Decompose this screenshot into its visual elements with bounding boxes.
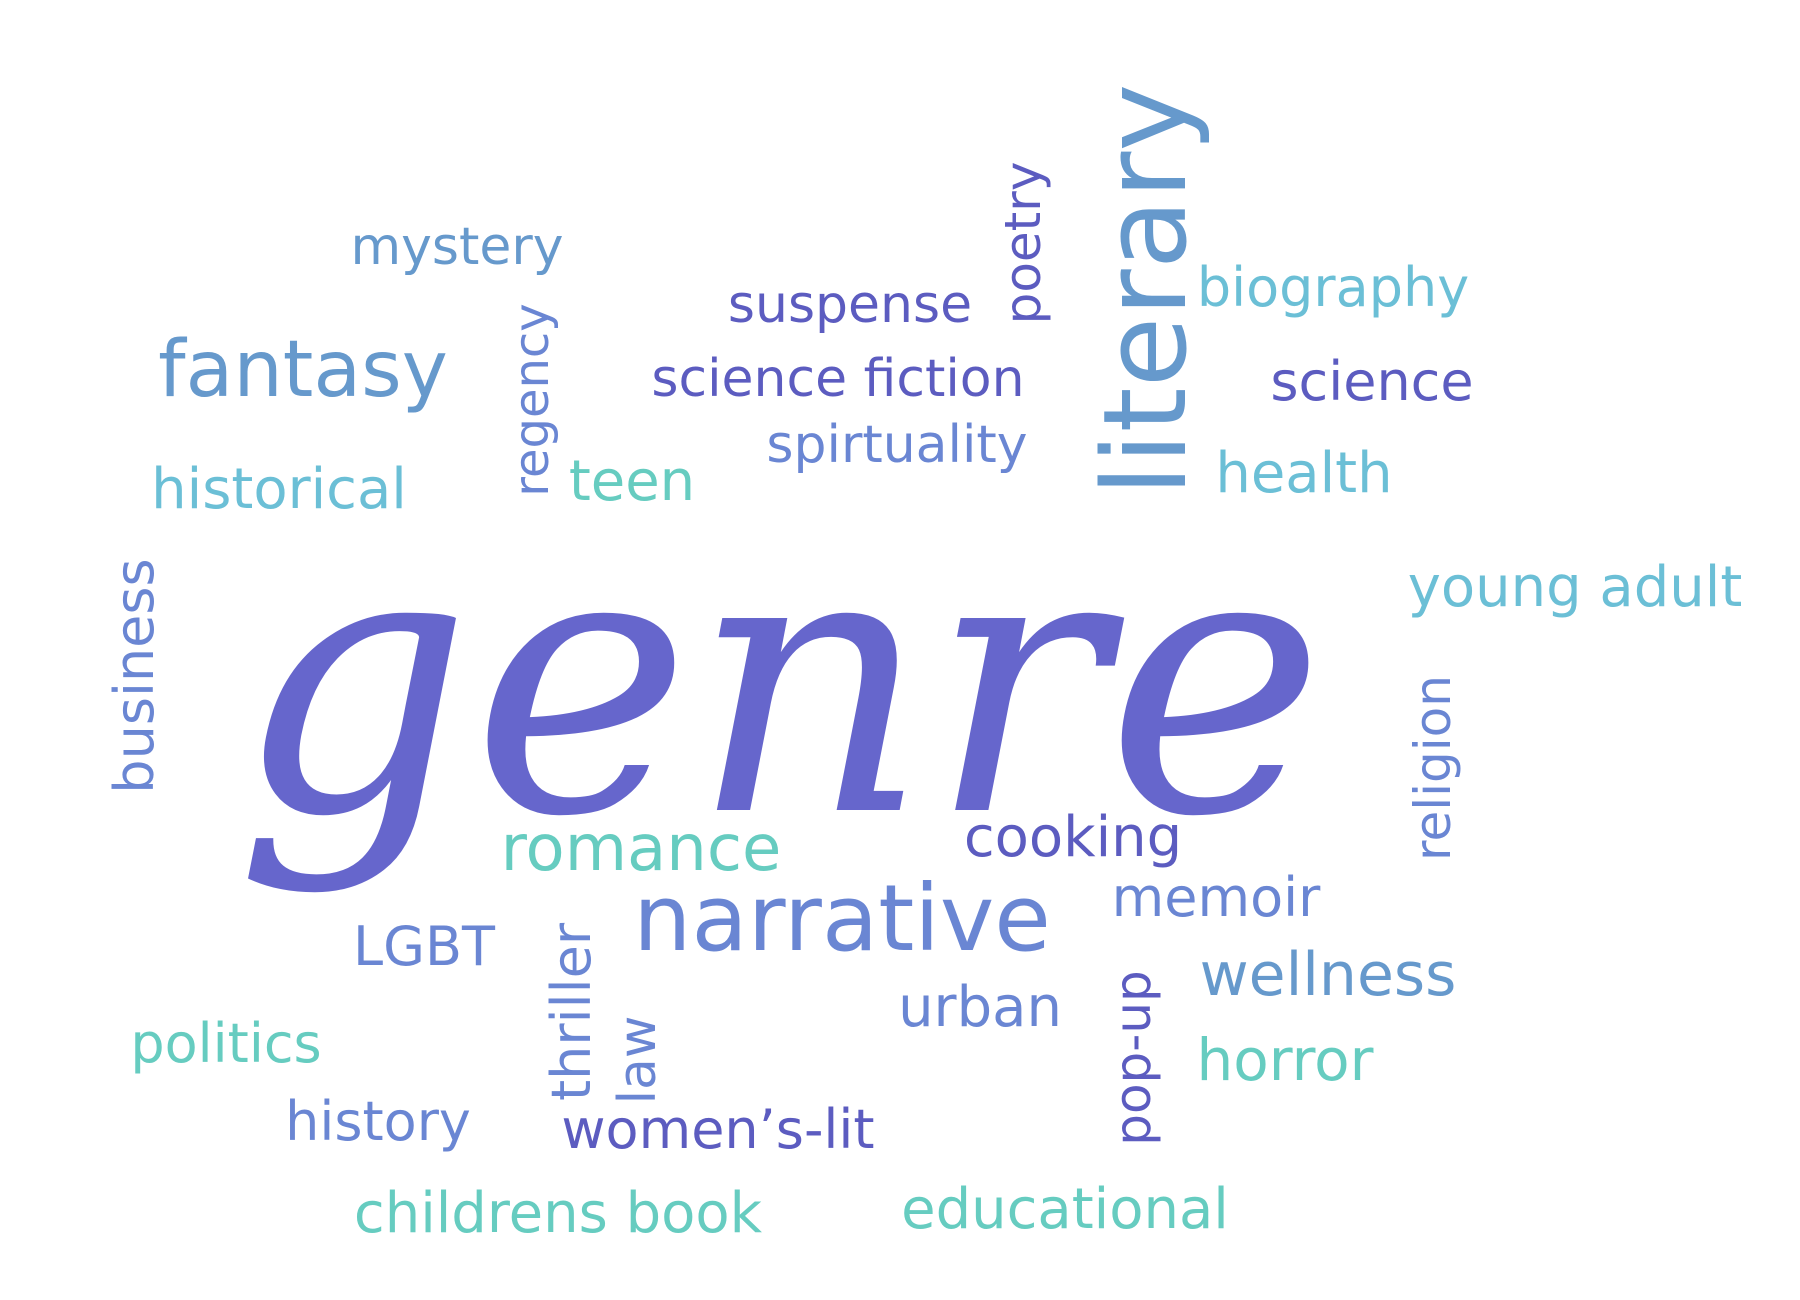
word-pop-up: pop-up	[1104, 970, 1162, 1146]
word-memoir: memoir	[1112, 866, 1321, 929]
word-childrens-book: childrens book	[354, 1181, 763, 1246]
word-thriller: thriller	[540, 922, 603, 1101]
word-suspense: suspense	[728, 275, 972, 335]
word-young-adult: young adult	[1408, 555, 1743, 620]
word-history: history	[285, 1090, 471, 1153]
word-law: law	[608, 1016, 668, 1105]
word-horror: horror	[1197, 1026, 1374, 1094]
word-science-fiction: science fiction	[651, 349, 1024, 409]
word-biography: biography	[1197, 256, 1469, 319]
word-health: health	[1215, 441, 1392, 506]
word-fantasy: fantasy	[158, 325, 448, 415]
word-cooking: cooking	[964, 805, 1182, 870]
word-mystery: mystery	[350, 217, 563, 277]
word-teen: teen	[569, 449, 695, 514]
word-spirtuality: spirtuality	[766, 415, 1027, 475]
word-poetry: poetry	[994, 162, 1052, 325]
word-lgbt: LGBT	[353, 915, 496, 978]
word-educational: educational	[901, 1177, 1229, 1242]
word-romance: romance	[501, 812, 782, 886]
word-politics: politics	[130, 1012, 321, 1075]
word-genre: genre	[235, 468, 1325, 898]
word-womens-lit: women’s-lit	[561, 1098, 874, 1161]
word-regency: regency	[504, 303, 560, 496]
word-business: business	[103, 558, 166, 793]
word-religion: religion	[1404, 675, 1462, 861]
word-literary: literary	[1079, 84, 1213, 497]
word-wellness: wellness	[1200, 940, 1457, 1010]
word-narrative: narrative	[633, 865, 1051, 972]
word-historical: historical	[151, 457, 407, 522]
word-science: science	[1270, 350, 1473, 413]
word-urban: urban	[898, 975, 1062, 1040]
